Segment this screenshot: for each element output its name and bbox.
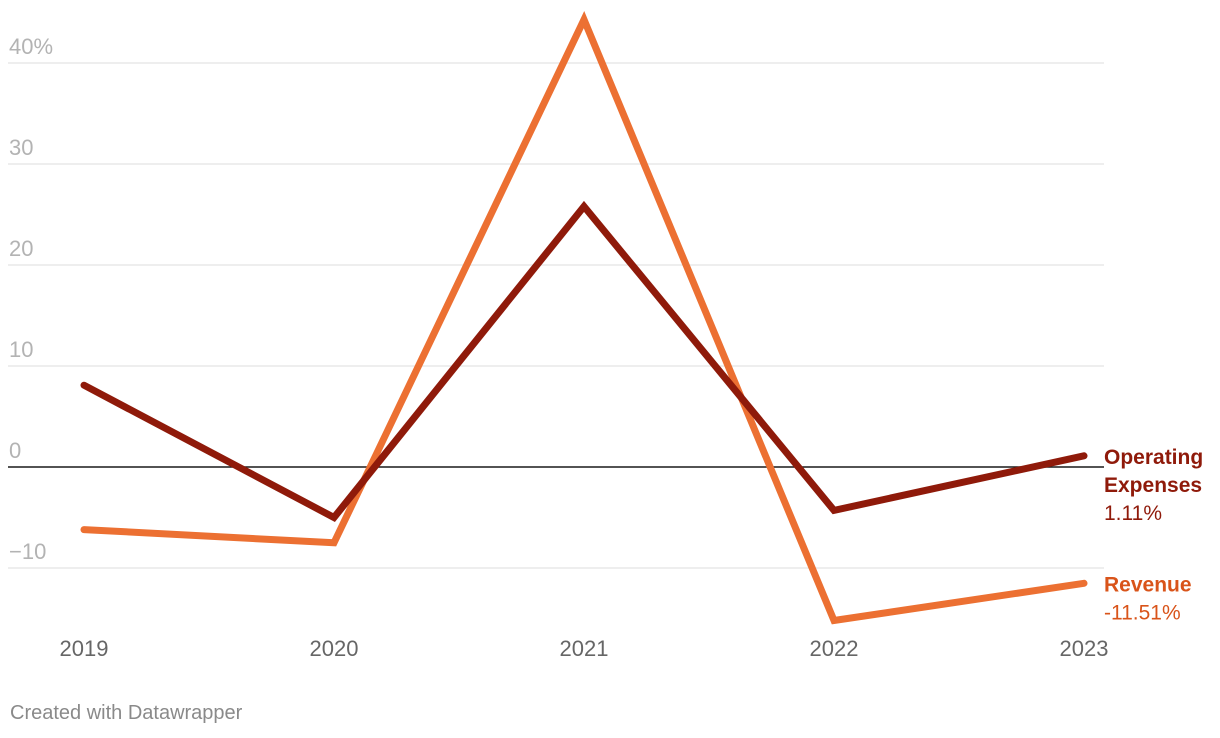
y-tick-label: 10 xyxy=(9,337,33,362)
series-line-operating-expenses xyxy=(80,200,1088,522)
series-end-label-value: -11.51% xyxy=(1104,601,1181,624)
x-axis-tick-labels: 2019 2020 2021 2022 2023 xyxy=(60,636,1109,661)
series-end-labels: Operating Expenses 1.11% Revenue -11.51% xyxy=(1104,446,1203,624)
y-tick-label: 40% xyxy=(9,34,53,59)
series-lines xyxy=(80,11,1088,625)
gridlines xyxy=(8,62,1104,569)
series-end-label-name: Revenue xyxy=(1104,573,1192,596)
series-line-revenue xyxy=(80,11,1088,625)
series-end-label-name: Expenses xyxy=(1104,474,1202,497)
series-end-label-value: 1.11% xyxy=(1104,502,1162,525)
y-tick-label: −10 xyxy=(9,539,46,564)
y-tick-label: 20 xyxy=(9,236,33,261)
y-tick-label: 30 xyxy=(9,135,33,160)
series-end-label-name: Operating xyxy=(1104,446,1203,469)
y-tick-label: 0 xyxy=(9,438,21,463)
x-tick-label: 2020 xyxy=(310,636,359,661)
x-tick-label: 2023 xyxy=(1060,636,1109,661)
datawrapper-credit: Created with Datawrapper xyxy=(10,702,243,724)
x-tick-label: 2022 xyxy=(810,636,859,661)
x-tick-label: 2021 xyxy=(560,636,609,661)
x-tick-label: 2019 xyxy=(60,636,109,661)
y-axis-tick-labels: 40% 30 20 10 0 −10 xyxy=(9,34,53,564)
